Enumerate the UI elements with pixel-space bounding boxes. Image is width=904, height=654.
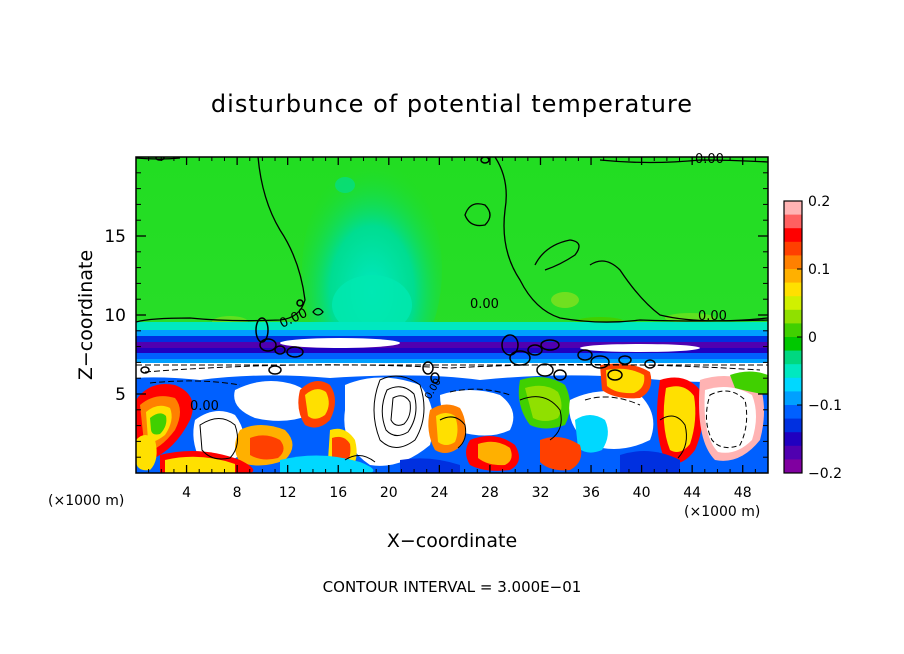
x-tick-label: 12 [279,485,297,501]
colorbar-segment [784,445,802,460]
contour-label: 0.00 [698,309,727,324]
x-tick-label: 44 [683,485,701,501]
contour-label: 0.00 [470,297,499,312]
x-tick-label: 40 [633,485,651,501]
colorbar: 0.2 0.1 0 −0.1 −0.2 [783,194,842,482]
colorbar-tick-label: −0.1 [808,398,842,414]
y-tick-label: 5 [115,385,126,405]
x-tick-label: 28 [481,485,499,501]
colorbar-segment [784,296,802,311]
colorbar-segment [784,377,802,392]
colorbar-segment [784,459,802,474]
contour-label: 0.00 [190,399,219,414]
x-tick-label: 32 [532,485,550,501]
x-tick-label: 20 [380,485,398,501]
x-axis: 4 8 12 16 20 24 28 32 36 40 44 48 [148,157,756,501]
colorbar-tick-label: 0 [808,330,817,346]
x-tick-label: 36 [582,485,600,501]
colorbar-segment [784,405,802,420]
colorbar-tick-label: 0.1 [808,262,830,278]
colorbar-segment [784,201,802,216]
colorbar-segment [784,432,802,447]
colorbar-segment [784,323,802,338]
colorbar-tick-label: −0.2 [808,466,842,482]
colorbar-segment [784,241,802,256]
colorbar-segment [784,255,802,270]
colorbar-segment [784,364,802,379]
x-unit-left: (×1000 m) [48,493,124,509]
colorbar-segment [784,269,802,284]
x-unit-right: (×1000 m) [684,504,760,520]
x-tick-label: 4 [182,485,191,501]
colorbar-segment [784,309,802,324]
colorbar-segment [784,282,802,297]
colorbar-segment [784,214,802,229]
chart-title: disturbunce of potential temperature [211,90,693,118]
colorbar-segment [784,350,802,365]
y-tick-label: 15 [104,227,126,247]
x-tick-label: 16 [329,485,347,501]
contour-interval-note: CONTOUR INTERVAL = 3.000E−01 [323,578,582,596]
x-tick-label: 48 [734,485,752,501]
x-tick-label: 24 [430,485,448,501]
colorbar-tick-label: 0.2 [808,194,830,210]
colorbar-segment [784,418,802,433]
colorbar-segment [784,228,802,243]
contour-field [136,157,768,473]
x-tick-label: 8 [233,485,242,501]
y-tick-label: 10 [104,306,126,326]
y-axis-title: Z−coordinate [75,250,97,380]
y-axis: 5 10 15 [104,172,768,458]
colorbar-segment [784,337,802,352]
x-axis-title: X−coordinate [387,530,517,552]
colorbar-segment [784,391,802,406]
contour-label: 0.00 [695,152,724,167]
